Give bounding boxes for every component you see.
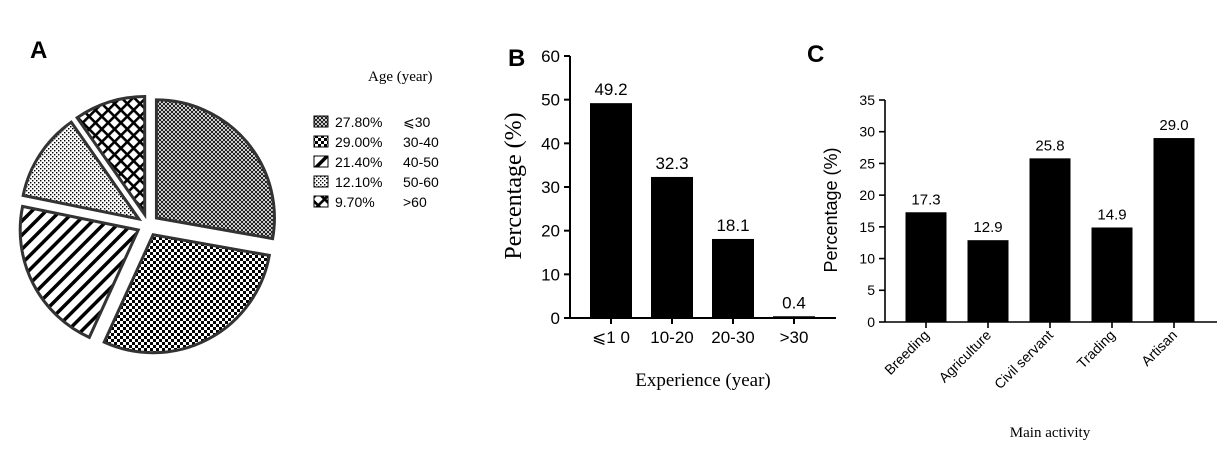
y-tick-label: 30	[859, 124, 875, 140]
panel-a: A Age (year) 27.80% ⩽30 29.00% 30-40 21.40% 4…	[18, 37, 439, 355]
x-tick-label-3: Trading	[1074, 327, 1119, 372]
bar-3	[773, 316, 815, 318]
bar-0	[590, 103, 632, 318]
bar-2	[1029, 158, 1071, 322]
y-tick-label: 60	[541, 47, 560, 66]
pie-chart	[18, 95, 276, 355]
x-tick-label-2: 20-30	[711, 328, 754, 347]
x-tick-label-3: >30	[780, 328, 809, 347]
y-tick-label: 20	[541, 222, 560, 241]
bar-value-label-2: 18.1	[716, 216, 749, 235]
bar-value-label-2: 25.8	[1035, 137, 1064, 154]
bar-value-label-3: 14.9	[1097, 206, 1126, 223]
pie-slice-3	[21, 120, 143, 222]
x-tick-label-1: Agriculture	[935, 327, 994, 386]
bar-3	[1091, 227, 1133, 322]
panel-c: C 0 5 10 15 20 25 30 35 17.3 Breeding 12.9 Agricult…	[807, 41, 1217, 441]
bar-value-label-3: 0.4	[782, 293, 806, 312]
x-tick-label-0: Breeding	[881, 327, 932, 378]
bar-value-label-0: 17.3	[911, 191, 940, 208]
pie-legend-title: Age (year)	[368, 69, 433, 85]
bar-value-label-1: 12.9	[973, 219, 1002, 236]
legend-percent-2: 21.40%	[335, 154, 382, 170]
legend-percent-4: 9.70%	[335, 194, 375, 210]
y-tick-label: 20	[859, 187, 875, 203]
legend-category-1: 30-40	[403, 134, 439, 150]
experience-bar-chart: 0 10 20 30 40 50 60 49.2 ⩽1 0 32.3 10-20 18.1 20-30 0…	[541, 47, 836, 347]
legend-category-3: 50-60	[403, 174, 439, 190]
x-tick-label-4: Artisan	[1138, 327, 1180, 369]
chart-b-ylabel: Percentage (%)	[501, 112, 527, 259]
legend-percent-1: 29.00%	[335, 134, 382, 150]
pie-legend: 27.80% ⩽30 29.00% 30-40 21.40% 40-50 12.10% 50-…	[313, 114, 439, 210]
bar-0	[905, 212, 947, 322]
pie-slice-1	[102, 233, 272, 355]
y-tick-label: 35	[859, 92, 875, 108]
x-tick-label-2: Civil servant	[991, 327, 1056, 392]
bar-2	[712, 238, 754, 318]
bar-1	[967, 240, 1009, 322]
legend-swatch-3	[313, 175, 329, 188]
bar-4	[1153, 138, 1195, 322]
y-tick-label: 50	[541, 91, 560, 110]
panel-c-label: C	[807, 41, 824, 68]
legend-percent-3: 12.10%	[335, 174, 382, 190]
pie-slice-2	[18, 204, 141, 340]
legend-swatch-1	[313, 135, 329, 148]
x-tick-label-1: 10-20	[650, 328, 693, 347]
activity-bar-chart: 0 5 10 15 20 25 30 35 17.3 Breeding 12.9 Agricultur…	[859, 92, 1217, 392]
chart-c-ylabel: Percentage (%)	[821, 147, 841, 272]
bar-value-label-0: 49.2	[594, 80, 627, 99]
legend-category-0: ⩽30	[403, 114, 431, 130]
y-tick-label: 10	[541, 265, 560, 284]
y-tick-label: 5	[867, 282, 875, 298]
y-tick-label: 0	[867, 314, 875, 330]
pie-slice-0	[154, 98, 276, 241]
panel-b-label: B	[508, 45, 525, 72]
chart-b-xlabel: Experience (year)	[635, 370, 771, 391]
pie-slice-4	[75, 95, 147, 220]
y-tick-label: 10	[859, 250, 875, 266]
panel-b: B 0 10 20 30 40 50 60 49.2 ⩽1 0 32.3 10-20 18.1 20-3…	[501, 45, 836, 391]
bar-1	[651, 176, 693, 318]
legend-percent-0: 27.80%	[335, 114, 382, 130]
x-tick-label-0: ⩽1 0	[592, 328, 630, 347]
y-tick-label: 30	[541, 178, 560, 197]
legend-swatch-4	[313, 195, 329, 208]
bar-value-label-4: 29.0	[1159, 117, 1188, 134]
chart-c-xlabel: Main activity	[1010, 425, 1091, 441]
legend-category-4: >60	[403, 194, 427, 210]
y-tick-label: 25	[859, 155, 875, 171]
legend-swatch-2	[313, 155, 329, 168]
y-tick-label: 40	[541, 134, 560, 153]
panel-a-label: A	[30, 37, 47, 64]
bar-value-label-1: 32.3	[655, 154, 688, 173]
y-tick-label: 0	[551, 309, 560, 328]
y-tick-label: 15	[859, 219, 875, 235]
legend-category-2: 40-50	[403, 154, 439, 170]
legend-swatch-0	[313, 115, 329, 128]
